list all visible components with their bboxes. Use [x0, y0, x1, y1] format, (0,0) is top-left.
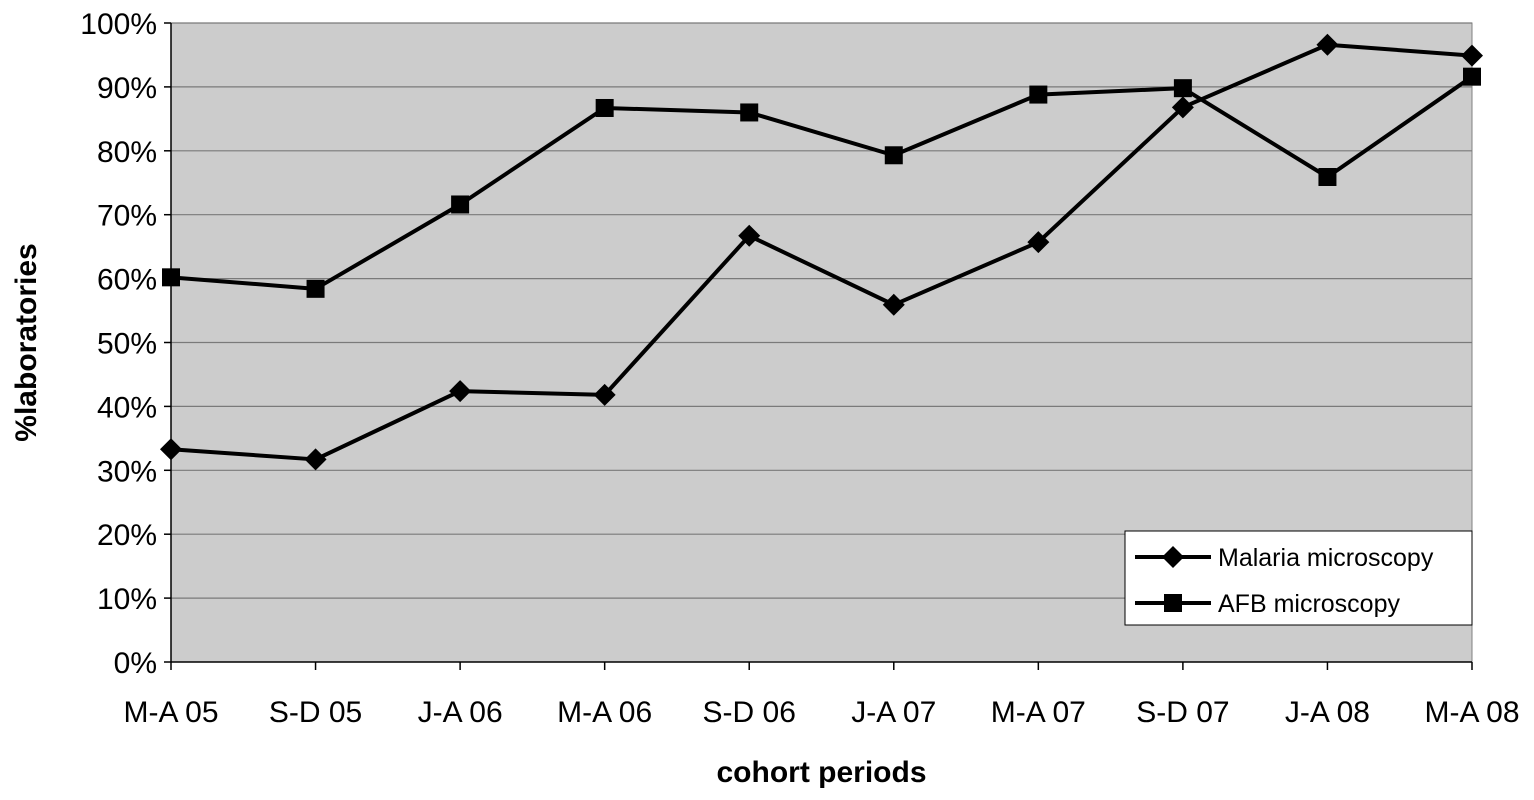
square-marker	[1318, 167, 1337, 186]
x-tick-label: S-D 06	[703, 696, 796, 729]
diamond-marker	[1171, 96, 1194, 119]
legend-item: Malaria microscopy	[1135, 544, 1434, 572]
series-layer	[160, 33, 1483, 471]
diamond-marker	[1027, 231, 1050, 254]
diamond-marker	[882, 293, 905, 316]
legend-square-marker	[1164, 594, 1182, 612]
y-tick-label: 30%	[97, 455, 157, 488]
square-marker	[306, 279, 325, 298]
y-tick-label: 80%	[97, 136, 157, 169]
x-axis-ticks: M-A 05 S-D 05 J-A 06 M-A 06 S-D 06 J-A 07 M-A …	[123, 661, 1520, 729]
y-tick-label: 100%	[80, 8, 157, 41]
diamond-marker	[304, 448, 327, 471]
series-malaria	[160, 33, 1483, 471]
y-tick-label: 60%	[97, 264, 157, 297]
x-tick-label: S-D 07	[1136, 696, 1229, 729]
square-marker	[162, 268, 180, 287]
diamond-marker	[160, 438, 182, 461]
x-axis-title: cohort periods	[716, 756, 926, 789]
square-marker	[740, 103, 759, 122]
x-tick-label: S-D 05	[269, 696, 362, 729]
x-tick-label: M-A 07	[991, 696, 1086, 729]
square-marker	[1173, 79, 1192, 98]
diamond-marker	[593, 383, 616, 406]
legend-item: AFB microscopy	[1135, 590, 1400, 618]
square-marker	[1463, 67, 1481, 86]
y-tick-label: 70%	[97, 200, 157, 233]
y-tick-label: 0%	[114, 647, 157, 680]
y-axis-title: %laboratories	[10, 243, 43, 441]
y-tick-label: 50%	[97, 328, 157, 361]
legend-label: Malaria microscopy	[1218, 544, 1434, 572]
y-axis-ticks: 0% 10% 20% 30% 40% 50% 60% 70% 80% 90% 100%	[80, 8, 172, 680]
legend-box	[1124, 530, 1473, 626]
x-tick-label: M-A 08	[1424, 696, 1519, 729]
legend-label: AFB microscopy	[1218, 590, 1400, 618]
diamond-marker	[449, 380, 472, 403]
legend: Malaria microscopy AFB microscopy	[1124, 530, 1473, 626]
series-line	[170, 75, 1474, 291]
y-tick-label: 20%	[97, 519, 157, 552]
legend-diamond-marker	[1162, 546, 1184, 568]
series-line	[170, 42, 1473, 462]
square-marker	[451, 195, 470, 214]
diamond-marker	[1316, 33, 1339, 56]
x-tick-label: J-A 08	[1285, 696, 1370, 729]
x-tick-label: J-A 06	[418, 696, 503, 729]
square-marker	[1029, 85, 1048, 104]
y-tick-label: 90%	[97, 72, 157, 105]
y-tick-label: 10%	[97, 583, 157, 616]
x-tick-label: M-A 05	[123, 696, 218, 729]
diamond-marker	[1461, 44, 1483, 67]
diamond-marker	[738, 224, 761, 247]
x-tick-label: M-A 06	[557, 696, 652, 729]
x-tick-label: J-A 07	[851, 696, 936, 729]
series-afb	[162, 67, 1481, 298]
square-marker	[595, 98, 614, 117]
y-tick-label: 40%	[97, 391, 157, 424]
square-marker	[884, 146, 903, 165]
